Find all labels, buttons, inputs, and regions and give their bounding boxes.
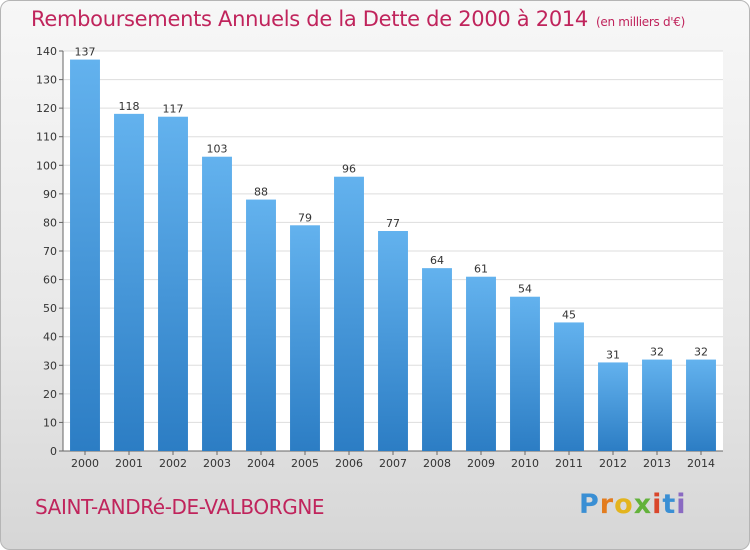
bar-value-label: 77	[386, 217, 400, 230]
bar-value-label: 88	[254, 186, 268, 199]
y-tick-label: 90	[43, 188, 57, 201]
bar-value-label: 32	[694, 346, 708, 359]
y-tick-label: 0	[50, 445, 57, 458]
bar	[246, 199, 276, 451]
bar-value-label: 118	[119, 100, 140, 113]
x-tick-label: 2011	[555, 457, 583, 470]
x-tick-label: 2007	[379, 457, 407, 470]
proxiti-logo: Proxiti	[579, 489, 687, 520]
bar	[642, 359, 672, 451]
y-tick-label: 100	[36, 159, 57, 172]
bar	[686, 359, 716, 451]
bar-value-label: 61	[474, 263, 488, 276]
x-tick-label: 2001	[115, 457, 143, 470]
x-tick-label: 2010	[511, 457, 539, 470]
logo-letter: i	[652, 489, 663, 520]
bar-value-label: 54	[518, 283, 532, 296]
bar	[70, 59, 100, 451]
bar	[334, 176, 364, 451]
bar	[598, 362, 628, 451]
x-tick-label: 2002	[159, 457, 187, 470]
x-tick-label: 2012	[599, 457, 627, 470]
x-tick-label: 2000	[71, 457, 99, 470]
bar	[554, 322, 584, 451]
y-tick-label: 10	[43, 416, 57, 429]
x-tick-label: 2006	[335, 457, 363, 470]
x-tick-label: 2004	[247, 457, 275, 470]
logo-letter: i	[676, 489, 687, 520]
x-tick-label: 2013	[643, 457, 671, 470]
bar-value-label: 45	[562, 308, 576, 321]
bar	[378, 231, 408, 451]
x-tick-label: 2014	[687, 457, 715, 470]
bar	[158, 116, 188, 451]
bar-value-label: 117	[163, 103, 184, 116]
bar	[510, 296, 540, 451]
bar-value-label: 31	[606, 348, 620, 361]
y-tick-label: 70	[43, 245, 57, 258]
bar-value-label: 64	[430, 254, 444, 267]
bar	[422, 268, 452, 451]
chart-subtitle: (en milliers d'€)	[596, 15, 686, 29]
bar	[114, 113, 144, 451]
commune-name: SAINT-ANDRé-DE-VALBORGNE	[35, 495, 325, 519]
y-tick-label: 50	[43, 302, 57, 315]
x-tick-label: 2008	[423, 457, 451, 470]
bar-value-label: 79	[298, 211, 312, 224]
bar-value-label: 137	[75, 46, 96, 59]
bar	[202, 156, 232, 451]
logo-letter: o	[614, 489, 634, 520]
bar	[466, 276, 496, 451]
logo-letter: P	[579, 489, 600, 520]
y-tick-label: 140	[36, 45, 57, 58]
y-tick-label: 120	[36, 102, 57, 115]
bar-value-label: 96	[342, 163, 356, 176]
y-tick-label: 60	[43, 274, 57, 287]
logo-letter: t	[662, 489, 677, 520]
y-tick-label: 110	[36, 131, 57, 144]
bar-value-label: 32	[650, 346, 664, 359]
chart-title-text: Remboursements Annuels de la Dette de 20…	[31, 7, 588, 31]
chart-title: Remboursements Annuels de la Dette de 20…	[31, 7, 685, 31]
y-tick-label: 20	[43, 388, 57, 401]
x-tick-label: 2009	[467, 457, 495, 470]
bar	[290, 225, 320, 451]
logo-letter: r	[599, 489, 615, 520]
y-tick-label: 80	[43, 216, 57, 229]
x-tick-label: 2003	[203, 457, 231, 470]
x-tick-label: 2005	[291, 457, 319, 470]
y-tick-label: 40	[43, 331, 57, 344]
logo-letter: x	[633, 489, 653, 520]
y-tick-label: 130	[36, 74, 57, 87]
bar-value-label: 103	[207, 143, 228, 156]
y-tick-label: 30	[43, 359, 57, 372]
